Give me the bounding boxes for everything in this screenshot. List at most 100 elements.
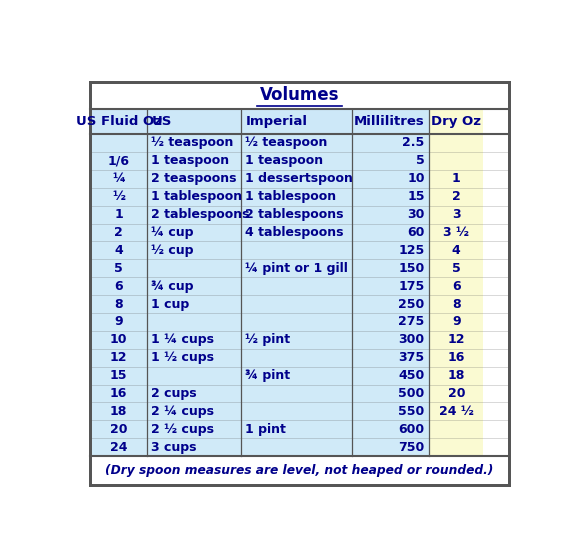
Text: 18: 18 <box>448 369 465 382</box>
Text: 750: 750 <box>398 441 425 454</box>
Text: 150: 150 <box>398 262 425 275</box>
Text: 30: 30 <box>407 208 425 221</box>
Text: 9: 9 <box>114 315 123 328</box>
Text: 10: 10 <box>110 333 128 346</box>
Text: 2.5: 2.5 <box>403 137 425 150</box>
Text: 1: 1 <box>452 172 461 185</box>
Text: 250: 250 <box>398 297 425 311</box>
Bar <box>90 259 429 277</box>
Text: 8: 8 <box>114 297 123 311</box>
Text: 1: 1 <box>114 208 123 221</box>
Text: 1 ½ cups: 1 ½ cups <box>151 351 215 364</box>
Text: Imperial: Imperial <box>245 115 307 128</box>
Text: 375: 375 <box>398 351 425 364</box>
Bar <box>90 421 429 438</box>
Text: 2 ¼ cups: 2 ¼ cups <box>151 405 215 418</box>
Text: 16: 16 <box>110 387 128 400</box>
Bar <box>429 349 484 367</box>
Text: 15: 15 <box>407 190 425 203</box>
Bar <box>429 313 484 331</box>
Text: 24: 24 <box>110 441 128 454</box>
Bar <box>90 82 509 109</box>
Bar <box>90 109 429 134</box>
Bar <box>90 188 429 206</box>
Text: 300: 300 <box>398 333 425 346</box>
Bar <box>429 295 484 313</box>
Text: 6: 6 <box>114 279 123 293</box>
Text: 2 teaspoons: 2 teaspoons <box>151 172 237 185</box>
Bar <box>429 367 484 385</box>
Text: 3 ½: 3 ½ <box>443 226 469 239</box>
Text: 1/6: 1/6 <box>108 155 130 167</box>
Text: 1 tablespoon: 1 tablespoon <box>151 190 242 203</box>
Bar <box>90 349 429 367</box>
Text: ¼ cup: ¼ cup <box>151 226 194 239</box>
Bar <box>90 456 509 486</box>
Text: ½: ½ <box>112 190 125 203</box>
Text: 1 pint: 1 pint <box>245 423 287 436</box>
Text: ½ teaspoon: ½ teaspoon <box>151 137 234 150</box>
Text: 3: 3 <box>452 208 461 221</box>
Bar <box>90 385 429 403</box>
Bar <box>90 152 429 170</box>
Text: ½ cup: ½ cup <box>151 244 194 257</box>
Text: 3 cups: 3 cups <box>151 441 197 454</box>
Text: 450: 450 <box>398 369 425 382</box>
Text: 5: 5 <box>416 155 425 167</box>
Text: 2 cups: 2 cups <box>151 387 197 400</box>
Bar <box>90 403 429 421</box>
Bar <box>429 170 484 188</box>
Text: 9: 9 <box>452 315 461 328</box>
Text: 2: 2 <box>452 190 461 203</box>
Bar <box>429 421 484 438</box>
Text: ¾ pint: ¾ pint <box>245 369 291 382</box>
Text: 500: 500 <box>398 387 425 400</box>
Text: 1 teaspoon: 1 teaspoon <box>151 155 230 167</box>
Text: 4: 4 <box>114 244 123 257</box>
Text: ½ pint: ½ pint <box>245 333 291 346</box>
Text: 4 tablespoons: 4 tablespoons <box>245 226 344 239</box>
Bar <box>90 313 429 331</box>
Bar <box>90 241 429 259</box>
Text: 15: 15 <box>110 369 128 382</box>
Text: 16: 16 <box>448 351 465 364</box>
Bar <box>429 385 484 403</box>
Bar <box>429 109 484 134</box>
Text: 2: 2 <box>114 226 123 239</box>
Bar <box>90 331 429 349</box>
Text: 550: 550 <box>398 405 425 418</box>
Bar <box>429 152 484 170</box>
Bar <box>429 277 484 295</box>
Text: 5: 5 <box>114 262 123 275</box>
Text: 12: 12 <box>448 333 465 346</box>
Text: 12: 12 <box>110 351 128 364</box>
Text: ¾ cup: ¾ cup <box>151 279 194 293</box>
Bar <box>429 241 484 259</box>
Bar <box>90 170 429 188</box>
Text: 4: 4 <box>452 244 461 257</box>
Bar <box>429 206 484 223</box>
Text: ¼ pint or 1 gill: ¼ pint or 1 gill <box>245 262 349 275</box>
Bar <box>429 403 484 421</box>
Text: 8: 8 <box>452 297 461 311</box>
Text: ¼: ¼ <box>112 172 125 185</box>
Text: 18: 18 <box>110 405 128 418</box>
Text: 20: 20 <box>110 423 128 436</box>
Text: Dry Oz: Dry Oz <box>432 115 481 128</box>
Text: 5: 5 <box>452 262 461 275</box>
Text: 125: 125 <box>398 244 425 257</box>
Text: 275: 275 <box>398 315 425 328</box>
Bar <box>429 188 484 206</box>
Bar <box>90 134 429 152</box>
Text: 1 tablespoon: 1 tablespoon <box>245 190 336 203</box>
Bar <box>429 223 484 241</box>
Bar <box>90 206 429 223</box>
Bar <box>429 259 484 277</box>
Text: 2 tablespoons: 2 tablespoons <box>151 208 250 221</box>
Text: 600: 600 <box>398 423 425 436</box>
Bar <box>429 134 484 152</box>
Text: (Dry spoon measures are level, not heaped or rounded.): (Dry spoon measures are level, not heape… <box>106 464 494 477</box>
Text: 2 ½ cups: 2 ½ cups <box>151 423 215 436</box>
Text: 1 ¼ cups: 1 ¼ cups <box>151 333 215 346</box>
Text: 175: 175 <box>398 279 425 293</box>
